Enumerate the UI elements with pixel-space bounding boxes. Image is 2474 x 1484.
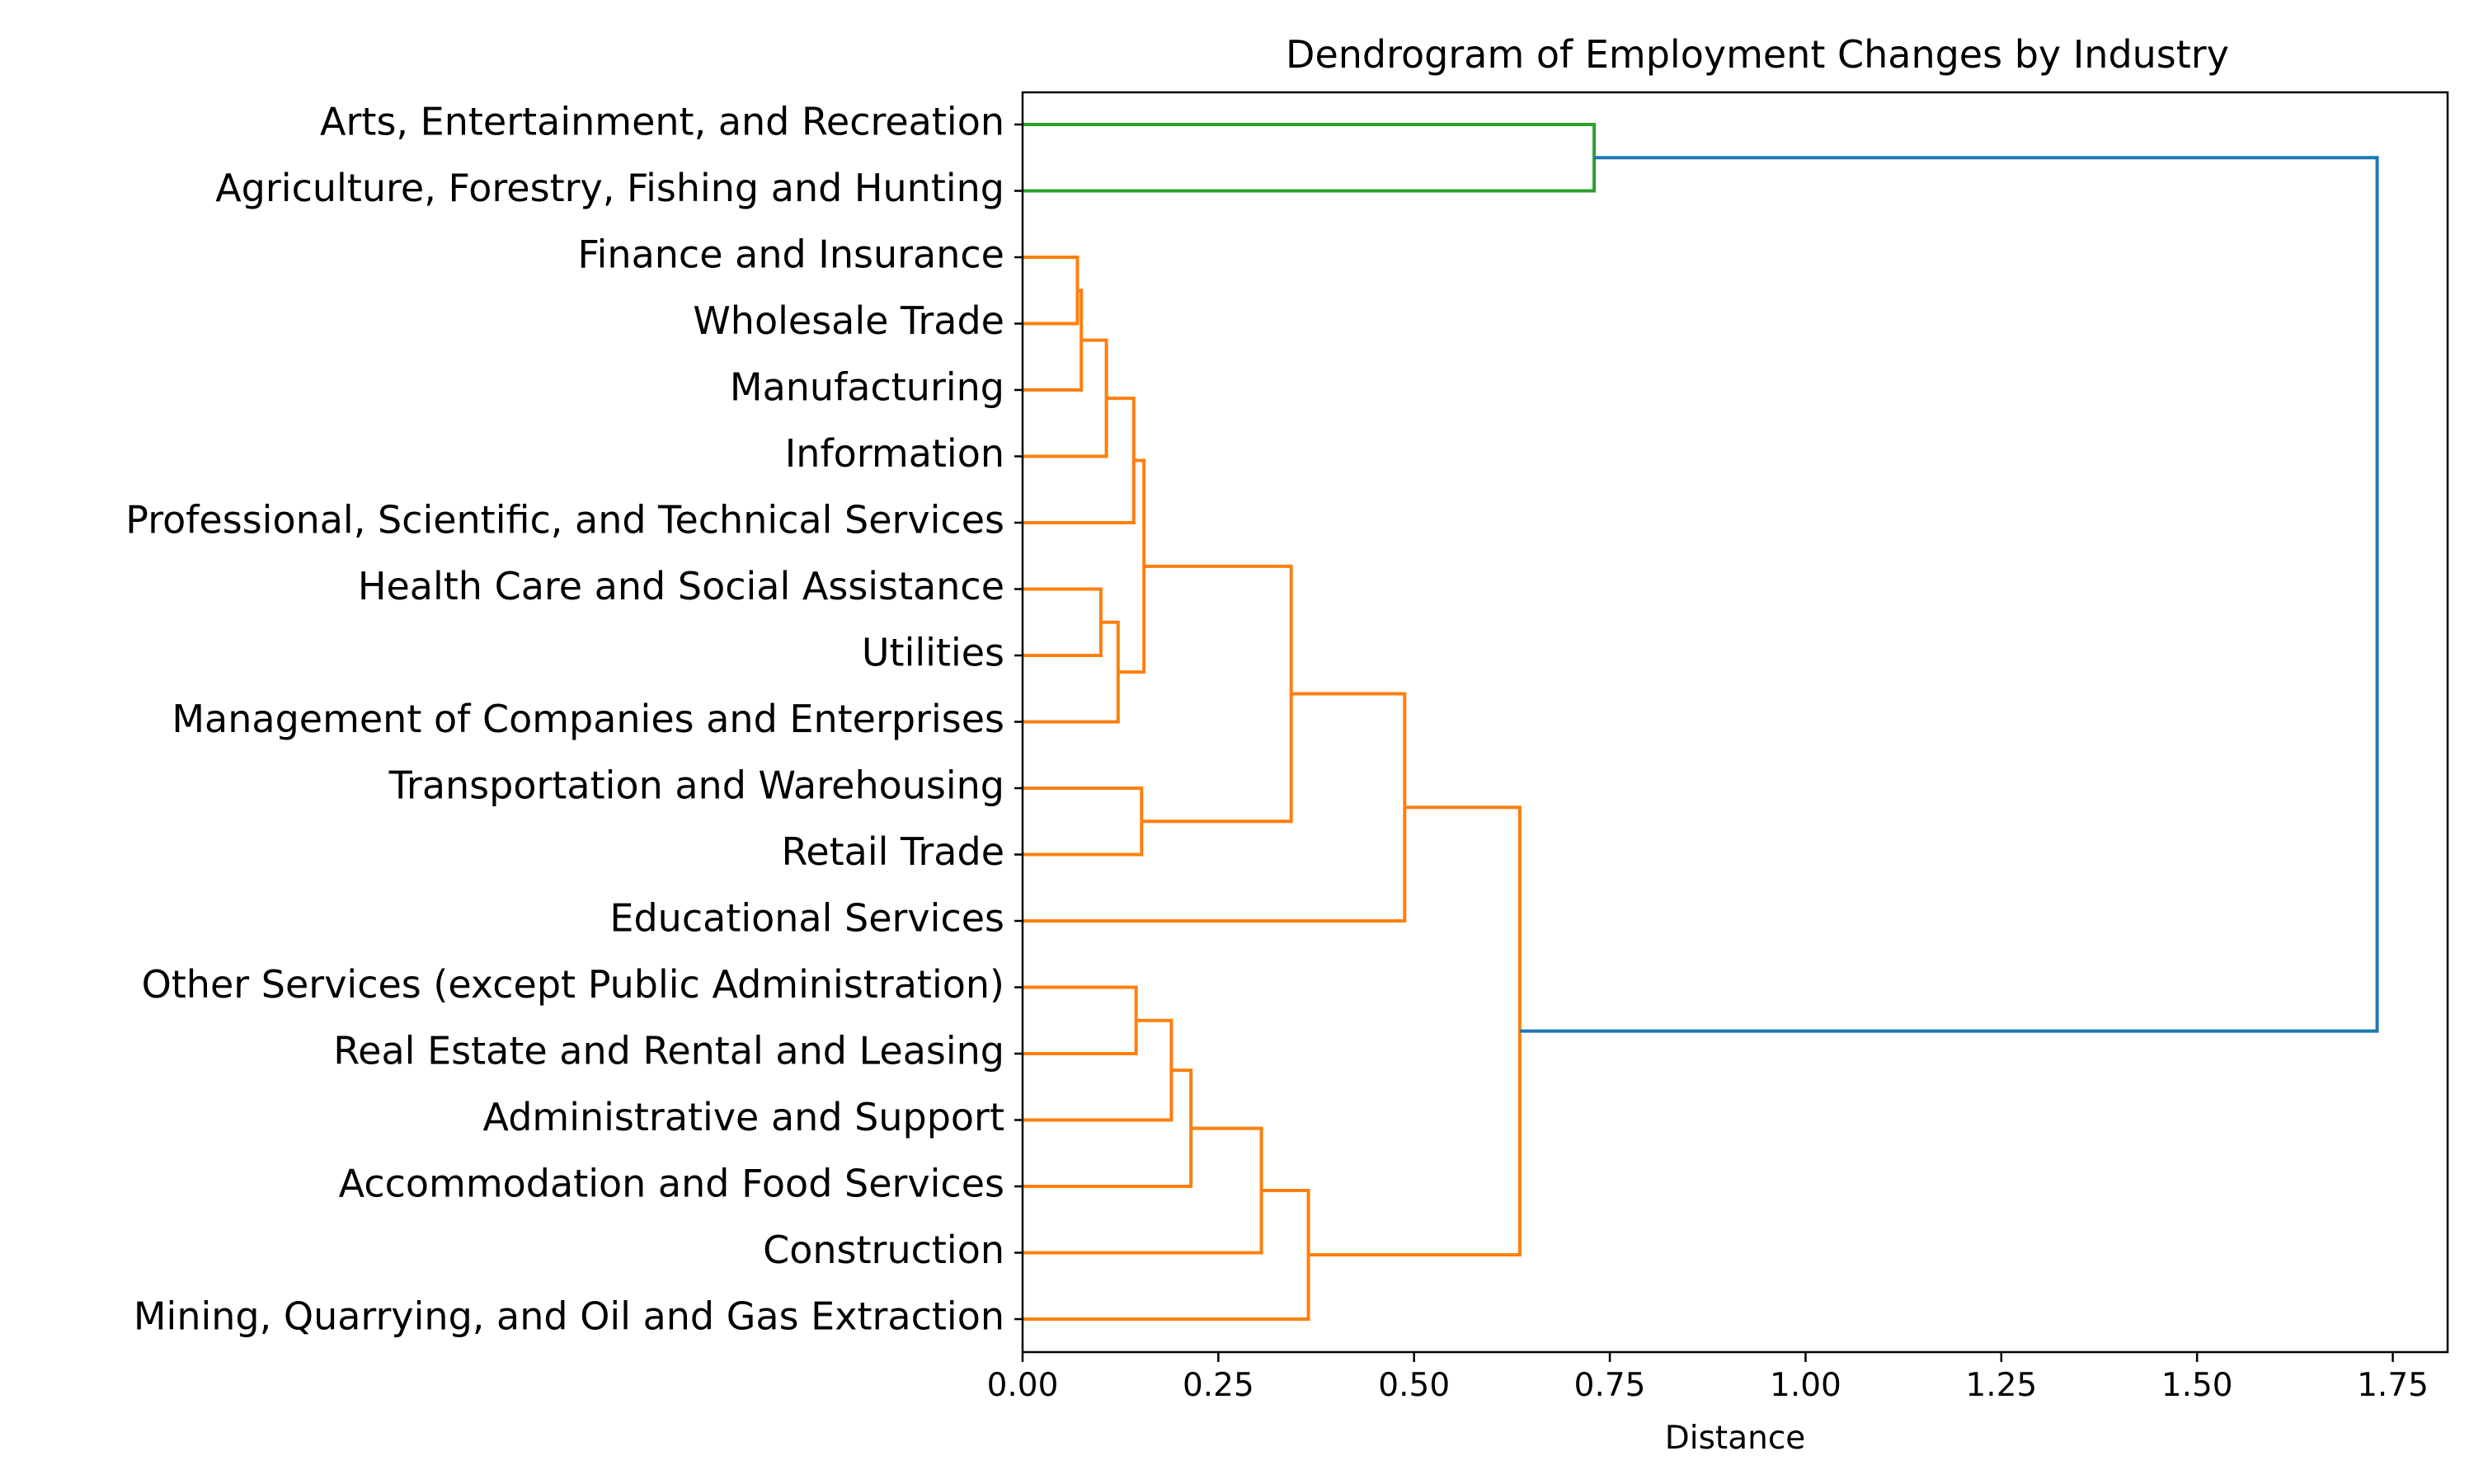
leaf-label: Agriculture, Forestry, Fishing and Hunti… [215, 166, 1004, 210]
dendrogram-link [1141, 564, 1293, 824]
x-axis-ticks: 0.00 0.25 0.50 0.75 1.00 1.25 1.50 1.75 [987, 1352, 2429, 1404]
leaf-label: Manufacturing [730, 365, 1004, 410]
leaf-label: Utilities [862, 631, 1004, 675]
x-axis-label: Distance [1665, 1420, 1806, 1457]
dendrogram-link [1117, 458, 1146, 674]
chart-title: Dendrogram of Employment Changes by Indu… [1286, 32, 2229, 77]
leaf-label: Arts, Entertainment, and Recreation [320, 100, 1004, 144]
dendrogram-links [1023, 123, 2379, 1321]
leaf-label: Information [785, 431, 1004, 476]
leaf-label: Educational Services [609, 896, 1004, 941]
leaf-label: Finance and Insurance [578, 232, 1004, 277]
dendrogram-link [1023, 985, 1138, 1055]
dendrogram-link [1023, 338, 1108, 458]
x-tick-label: 0.00 [987, 1367, 1059, 1404]
leaf-label: Construction [763, 1228, 1004, 1272]
leaf-label: Wholesale Trade [693, 298, 1004, 343]
plot-frame [1021, 91, 2449, 1354]
leaf-label: Transportation and Warehousing [388, 763, 1004, 808]
dendrogram-link [1308, 805, 1522, 1257]
x-tick-label: 0.25 [1183, 1367, 1254, 1404]
leaf-label: Other Services (except Public Administra… [142, 962, 1004, 1007]
dendrogram-link [1023, 256, 1079, 326]
leaf-label: Accommodation and Food Services [339, 1162, 1004, 1206]
leaf-label: Professional, Scientific, and Technical … [125, 498, 1004, 542]
dendrogram-link [1023, 620, 1120, 724]
x-tick-label: 1.25 [1965, 1367, 2037, 1404]
leaf-label: Retail Trade [781, 829, 1004, 874]
x-tick-label: 0.50 [1378, 1367, 1450, 1404]
dendrogram-link [1023, 1126, 1263, 1255]
x-tick-label: 1.75 [2357, 1367, 2429, 1404]
dendrogram-link [1023, 1068, 1193, 1188]
leaf-labels: Arts, Entertainment, and Recreation Agric… [125, 100, 1023, 1339]
leaf-label: Administrative and Support [483, 1095, 1004, 1139]
leaf-label: Health Care and Social Assistance [358, 564, 1004, 608]
dendrogram-link [1023, 692, 1407, 923]
dendrogram-link [1519, 156, 2379, 1033]
x-tick-label: 0.75 [1574, 1367, 1646, 1404]
dendrogram-link [1023, 397, 1136, 524]
x-tick-label: 1.00 [1770, 1367, 1841, 1404]
leaf-label: Management of Companies and Enterprises [172, 697, 1004, 741]
x-tick-label: 1.50 [2161, 1367, 2233, 1404]
leaf-label: Real Estate and Rental and Leasing [333, 1029, 1004, 1073]
leaf-label: Mining, Quarrying, and Oil and Gas Extra… [134, 1294, 1004, 1339]
